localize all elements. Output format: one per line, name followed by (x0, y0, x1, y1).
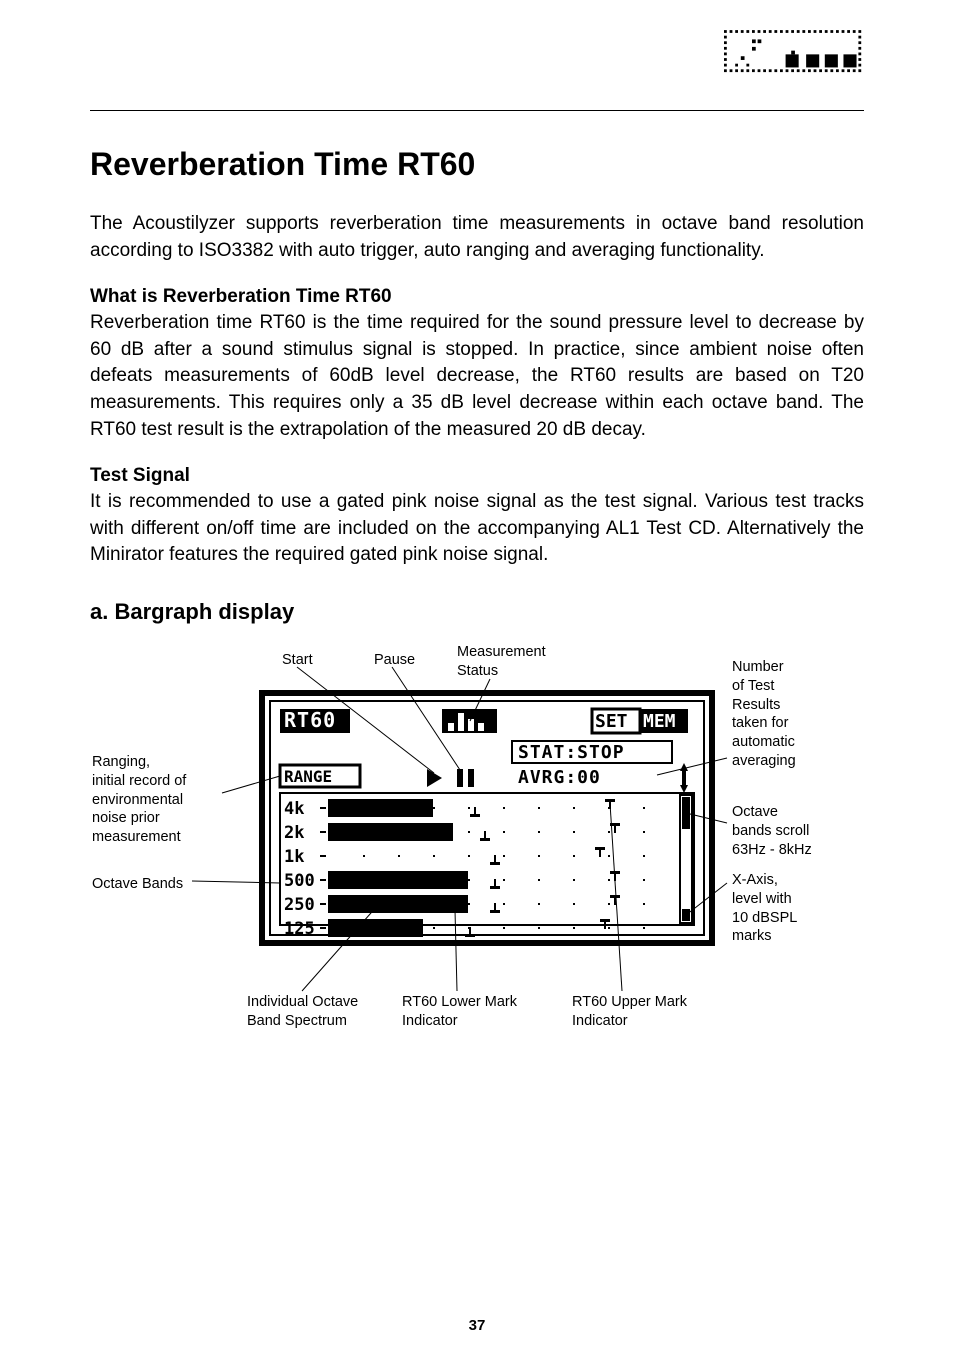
svg-text:500: 500 (284, 871, 315, 891)
svg-text:SET: SET (595, 711, 628, 732)
svg-text:1k: 1k (284, 847, 304, 867)
page-number: 37 (0, 1317, 954, 1334)
svg-text:STAT:STOP: STAT:STOP (518, 742, 625, 763)
svg-text:2k: 2k (284, 823, 304, 843)
lcd-screen-svg: RT60 SET MEM STAT:STOP AVRG:00 RANGE 4k 2k 1k 500… (92, 643, 862, 1043)
bargraph-heading: a. Bargraph display (90, 599, 864, 625)
section2-body: It is recommended to use a gated pink no… (90, 489, 864, 569)
svg-text:4k: 4k (284, 799, 304, 819)
svg-text:125: 125 (284, 919, 315, 939)
section1-heading: What is Reverberation Time RT60 (90, 286, 864, 308)
svg-text:AVRG:00: AVRG:00 (518, 767, 601, 788)
page-title: Reverberation Time RT60 (90, 146, 864, 183)
svg-text:RANGE: RANGE (284, 767, 332, 786)
bargraph-diagram: Ranging, initial record of environmental… (92, 643, 862, 1043)
section2-heading: Test Signal (90, 465, 864, 487)
section1-body: Reverberation time RT60 is the time requ… (90, 310, 864, 443)
header-divider (90, 110, 864, 111)
svg-text:250: 250 (284, 895, 315, 915)
svg-text:MEM: MEM (643, 711, 676, 732)
svg-text:RT60: RT60 (284, 708, 336, 732)
intro-paragraph: The Acoustilyzer supports reverberation … (90, 211, 864, 264)
nti-logo (724, 30, 864, 75)
